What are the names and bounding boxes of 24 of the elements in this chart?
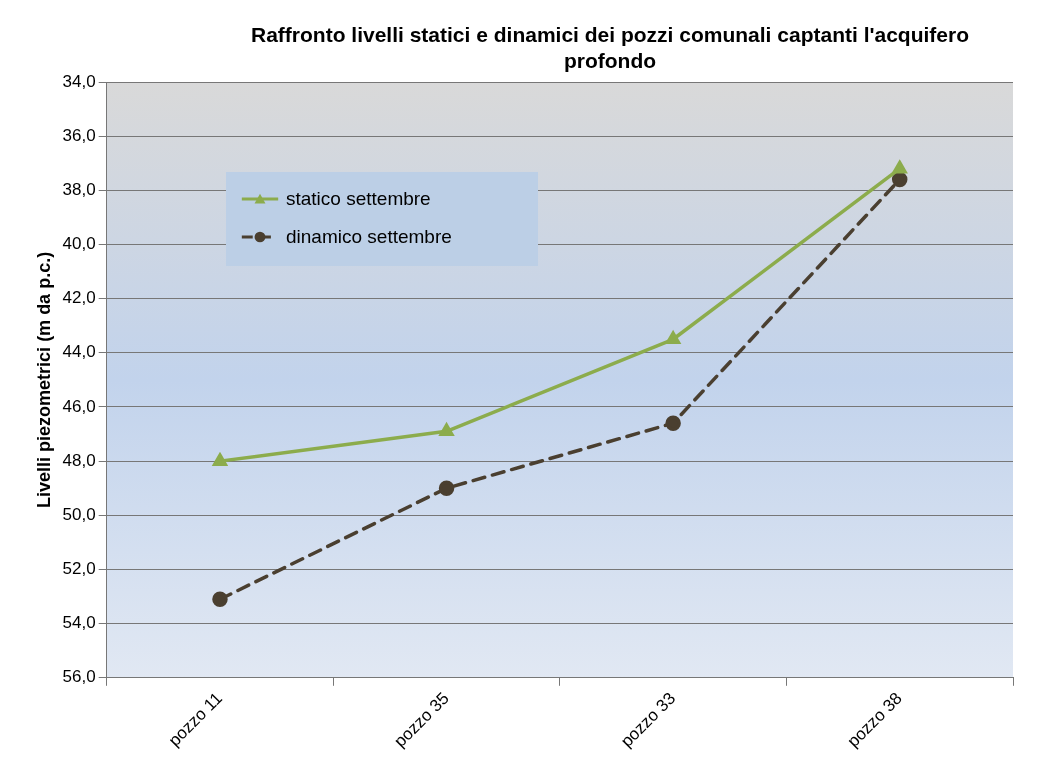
y-tick-label: 36,0 — [62, 125, 96, 145]
chart-title: Raffronto livelli statici e dinamici dei pozzi comunali captanti l'acquifero profondo — [250, 22, 970, 74]
point — [891, 171, 908, 188]
y-tick-label: 52,0 — [62, 559, 96, 579]
point — [438, 480, 455, 496]
point — [665, 415, 681, 431]
legend-label: dinamico settembre — [286, 226, 452, 248]
point — [213, 453, 227, 466]
point — [212, 591, 228, 607]
point — [892, 160, 907, 174]
y-tick-label: 56,0 — [62, 667, 96, 687]
y-tick-label: 54,0 — [62, 613, 96, 633]
y-tick-label: 44,0 — [62, 342, 96, 362]
y-tick-label: 50,0 — [62, 504, 96, 524]
legend-label: statico settembre — [286, 188, 431, 210]
point — [666, 329, 682, 345]
y-tick-label: 40,0 — [62, 234, 96, 254]
y-tick-label: 48,0 — [62, 450, 96, 470]
y-tick-label: 34,0 — [62, 71, 96, 91]
y-tick-label: 46,0 — [62, 396, 96, 416]
y-axis-title: Livelli piezometrici (m da p.c.) — [33, 251, 54, 508]
y-tick-label: 38,0 — [62, 180, 96, 200]
y-tick-label: 42,0 — [62, 288, 96, 308]
point — [438, 421, 455, 437]
